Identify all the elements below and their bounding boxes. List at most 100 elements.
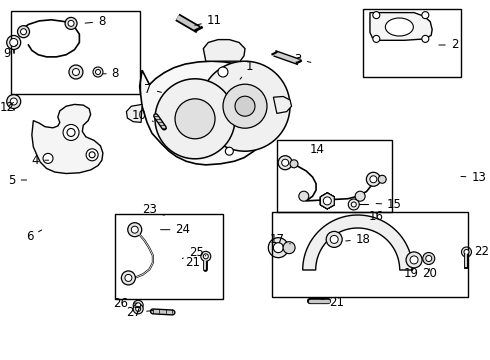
Circle shape — [235, 96, 255, 116]
Text: 6: 6 — [26, 230, 42, 243]
Circle shape — [283, 242, 295, 254]
Circle shape — [68, 21, 74, 26]
Polygon shape — [203, 40, 245, 61]
Circle shape — [330, 235, 338, 243]
Bar — [115, 214, 223, 299]
Text: 9: 9 — [3, 45, 17, 60]
Circle shape — [223, 84, 267, 128]
Circle shape — [201, 251, 211, 261]
Text: 27: 27 — [126, 306, 153, 319]
Text: 25: 25 — [182, 246, 203, 258]
Polygon shape — [370, 13, 432, 40]
Circle shape — [96, 69, 100, 75]
Circle shape — [86, 149, 98, 161]
Polygon shape — [32, 104, 103, 174]
Circle shape — [355, 191, 365, 201]
Text: 11: 11 — [195, 14, 222, 27]
Text: 2: 2 — [439, 39, 458, 51]
Text: 17: 17 — [269, 233, 291, 246]
Text: 23: 23 — [142, 203, 164, 216]
Circle shape — [73, 68, 79, 76]
Circle shape — [10, 98, 17, 105]
Circle shape — [7, 36, 21, 49]
Circle shape — [136, 303, 141, 308]
Text: 1: 1 — [240, 60, 254, 79]
Circle shape — [378, 175, 386, 183]
Circle shape — [128, 223, 142, 237]
Circle shape — [225, 147, 233, 155]
Circle shape — [7, 95, 21, 108]
Circle shape — [200, 61, 290, 151]
Text: 26: 26 — [113, 297, 137, 310]
Circle shape — [69, 65, 83, 79]
Circle shape — [203, 254, 208, 259]
Bar — [272, 212, 468, 297]
Text: 4: 4 — [32, 154, 49, 167]
Text: 13: 13 — [461, 171, 486, 184]
Circle shape — [373, 12, 380, 19]
Text: 16: 16 — [369, 210, 384, 223]
Circle shape — [282, 159, 289, 166]
Circle shape — [136, 306, 141, 311]
Circle shape — [155, 79, 235, 159]
Text: 15: 15 — [376, 198, 402, 211]
Circle shape — [269, 238, 288, 258]
Circle shape — [67, 129, 75, 136]
Circle shape — [410, 256, 418, 264]
Text: 14: 14 — [310, 143, 325, 156]
Polygon shape — [140, 61, 275, 165]
Text: 22: 22 — [468, 245, 490, 258]
Circle shape — [462, 247, 471, 257]
Circle shape — [63, 125, 79, 140]
Circle shape — [133, 304, 143, 314]
Text: 18: 18 — [346, 233, 370, 246]
Circle shape — [218, 67, 228, 77]
Circle shape — [18, 26, 29, 38]
Polygon shape — [273, 96, 292, 113]
Circle shape — [370, 176, 377, 183]
Circle shape — [299, 191, 309, 201]
Text: 19: 19 — [404, 267, 419, 280]
Circle shape — [422, 35, 429, 42]
Text: 5: 5 — [8, 174, 26, 186]
Text: 21: 21 — [185, 256, 206, 269]
Text: 3: 3 — [294, 53, 311, 66]
Text: 8: 8 — [103, 67, 119, 80]
Text: 12: 12 — [0, 101, 14, 114]
Circle shape — [326, 231, 342, 247]
Circle shape — [422, 12, 429, 19]
Text: 10: 10 — [132, 109, 153, 122]
Circle shape — [348, 199, 359, 210]
Circle shape — [278, 156, 292, 170]
Text: 20: 20 — [422, 267, 437, 280]
Circle shape — [93, 67, 103, 77]
Polygon shape — [303, 215, 413, 270]
Polygon shape — [126, 104, 142, 122]
Bar — [363, 9, 461, 77]
Bar — [277, 140, 392, 212]
Circle shape — [133, 300, 143, 310]
Ellipse shape — [385, 18, 414, 36]
Circle shape — [65, 17, 77, 30]
Text: 21: 21 — [320, 296, 344, 309]
Circle shape — [351, 202, 356, 207]
Circle shape — [323, 197, 331, 205]
Circle shape — [406, 252, 422, 268]
Circle shape — [175, 99, 215, 139]
Circle shape — [10, 39, 18, 46]
Circle shape — [43, 153, 53, 163]
Bar — [11, 11, 140, 94]
Circle shape — [131, 226, 138, 233]
Circle shape — [423, 252, 435, 265]
Circle shape — [426, 256, 432, 261]
Circle shape — [21, 29, 26, 35]
Circle shape — [290, 160, 298, 168]
Text: 24: 24 — [161, 223, 191, 236]
Circle shape — [122, 271, 135, 285]
Text: 7: 7 — [145, 83, 161, 96]
Circle shape — [125, 274, 132, 282]
Circle shape — [464, 249, 469, 255]
Circle shape — [273, 243, 283, 253]
Circle shape — [373, 35, 380, 42]
Circle shape — [367, 172, 380, 186]
